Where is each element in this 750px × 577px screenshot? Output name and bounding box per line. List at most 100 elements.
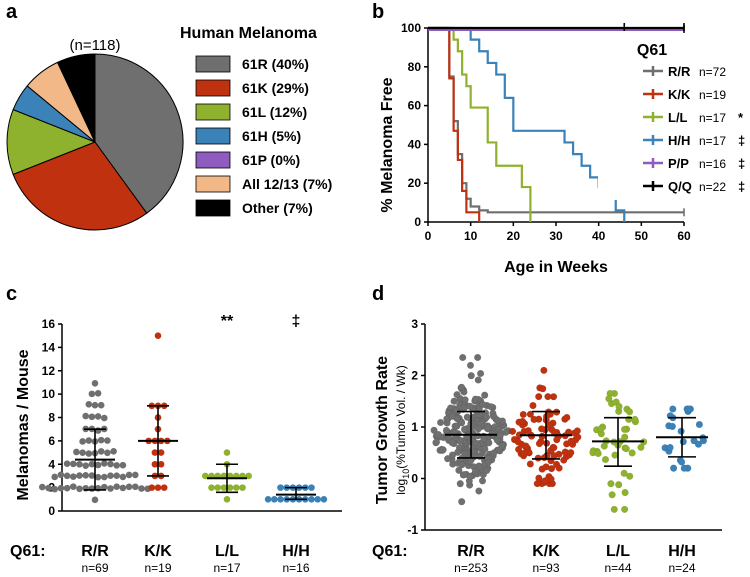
d-point	[456, 480, 464, 488]
d-point	[448, 451, 457, 459]
d-point	[621, 488, 629, 497]
b-xtick-label-5: 50	[635, 229, 649, 243]
d-point	[544, 393, 552, 401]
c-point	[113, 483, 120, 491]
d-point	[479, 400, 487, 409]
c-ytick-label-3: 6	[48, 434, 55, 448]
pie-title: Human Melanoma	[180, 25, 317, 42]
d-point	[530, 415, 538, 424]
c-point	[51, 485, 58, 493]
c-point	[220, 484, 228, 491]
c-point	[277, 484, 284, 491]
d-point	[466, 402, 474, 410]
d-point	[529, 401, 537, 410]
d-point	[434, 430, 442, 439]
c-ytick-label-6: 12	[42, 364, 56, 378]
c-point	[76, 485, 83, 493]
c-point	[57, 471, 65, 479]
d-xprefix: Q61:	[372, 543, 408, 560]
d-point	[518, 417, 527, 425]
pie-slice-2	[6, 108, 97, 176]
d-point	[520, 449, 528, 457]
panel-label-c: c	[6, 283, 17, 305]
c-point	[151, 460, 159, 468]
d-point	[472, 439, 480, 447]
d-point	[457, 383, 466, 391]
pie-legend-label-0: 61R (40%)	[242, 56, 309, 72]
c-point	[39, 483, 46, 491]
c-point	[314, 496, 322, 503]
pie-legend-label-2: 61L (12%)	[242, 104, 307, 120]
c-point	[264, 496, 272, 503]
d-point	[481, 391, 489, 399]
d-ytick-label-2: 1	[411, 420, 418, 434]
c-point	[94, 461, 102, 469]
d-point	[481, 445, 489, 453]
c-point	[132, 483, 139, 491]
d-point	[669, 405, 677, 413]
d-point	[478, 477, 487, 485]
d-point	[496, 431, 504, 440]
c-ylabel: Melanomas / Mouse	[15, 349, 32, 500]
c-point	[226, 484, 234, 491]
pie-legend-swatch-4	[195, 151, 231, 169]
d-point	[550, 444, 558, 452]
d-point	[541, 477, 549, 485]
pie-annotation: (n=118)	[69, 37, 120, 54]
b-legend-n-2: n=17	[699, 111, 726, 125]
d-point	[471, 468, 479, 476]
c-ytick-label-4: 8	[48, 411, 55, 425]
c-point	[138, 485, 145, 492]
b-xtick-label-2: 20	[507, 229, 521, 243]
c-point	[45, 484, 52, 492]
d-point	[555, 464, 563, 472]
c-point	[70, 473, 77, 480]
d-point	[471, 395, 480, 403]
d-point	[594, 449, 602, 458]
b-legend-name-2: L/L	[668, 110, 688, 125]
d-point	[526, 460, 534, 468]
d-point	[535, 393, 543, 401]
d-point	[514, 438, 522, 446]
b-legend-n-0: n=72	[699, 65, 726, 79]
d-point	[448, 412, 456, 420]
d-point	[621, 433, 629, 441]
c-point	[104, 449, 111, 457]
d-point	[498, 442, 506, 450]
c-point	[85, 437, 93, 444]
c-point	[63, 460, 71, 468]
d-point	[615, 481, 623, 489]
d-ylabel: Tumor Growth Rate	[374, 356, 391, 504]
panel-label-a: a	[6, 1, 18, 23]
c-point	[94, 413, 102, 420]
d-point	[485, 439, 493, 447]
melanoma-count-panel: 0246810121416 R/Rn=69K/Kn=19L/Ln=17**H/H…	[10, 313, 342, 575]
d-ytick-label-3: 2	[411, 369, 418, 383]
d-point	[450, 397, 458, 405]
d-point	[567, 449, 575, 457]
d-point	[467, 372, 475, 380]
d-n-label-3: n=24	[668, 561, 695, 575]
d-point	[620, 469, 628, 477]
b-ytick-label-2: 40	[408, 137, 422, 151]
pie-legend-swatch-1	[195, 79, 231, 97]
d-point	[538, 432, 546, 440]
d-point	[539, 385, 547, 393]
d-point	[677, 427, 685, 435]
d-point	[432, 438, 441, 446]
d-point	[474, 353, 482, 362]
d-point	[555, 450, 563, 458]
d-point	[535, 474, 543, 482]
d-ylabel-units: log10(%Tumor Vol. / Wk)	[394, 365, 411, 495]
c-point	[132, 471, 139, 479]
c-point	[157, 460, 165, 468]
c-point	[245, 472, 252, 480]
d-point	[463, 413, 471, 421]
d-point	[607, 480, 615, 488]
c-point	[88, 390, 96, 398]
c-point	[82, 412, 89, 420]
pie-legend-label-5: All 12/13 (7%)	[242, 176, 332, 192]
d-cat-label-3: H/H	[668, 543, 696, 560]
d-ylabel-sub: 10	[401, 469, 411, 479]
c-point	[277, 496, 284, 503]
